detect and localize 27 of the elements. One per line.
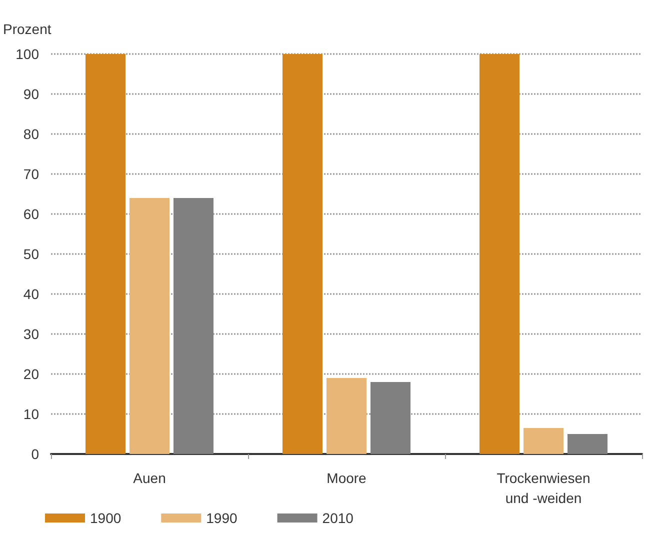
bar <box>282 54 322 454</box>
x-tick-label: Trockenwiesen und -weiden <box>496 470 590 506</box>
y-tick-label: 70 <box>23 166 40 182</box>
bar <box>174 198 214 454</box>
y-tick-label: 100 <box>16 46 40 62</box>
y-tick-label: 60 <box>23 206 40 222</box>
bar <box>480 54 520 454</box>
legend-label: 1900 <box>90 510 122 526</box>
y-tick-label: 30 <box>23 326 40 342</box>
bar <box>86 54 126 454</box>
legend-label: 1990 <box>206 510 238 526</box>
bar <box>370 382 410 454</box>
y-tick-label: 80 <box>23 126 40 142</box>
y-tick-label: 0 <box>31 446 40 462</box>
y-axis-title: Prozent <box>3 21 52 37</box>
bar <box>568 434 608 454</box>
legend-label: 2010 <box>322 510 354 526</box>
y-tick-label: 20 <box>23 366 40 382</box>
bar <box>326 378 366 454</box>
x-tick-label: Auen <box>133 470 166 486</box>
y-tick-label: 40 <box>23 286 40 302</box>
y-tick-label: 10 <box>23 406 40 422</box>
x-tick-label: Moore <box>326 470 367 486</box>
y-tick-label: 90 <box>23 86 40 102</box>
bar <box>130 198 170 454</box>
bar <box>524 428 564 454</box>
y-tick-label: 50 <box>23 246 40 262</box>
